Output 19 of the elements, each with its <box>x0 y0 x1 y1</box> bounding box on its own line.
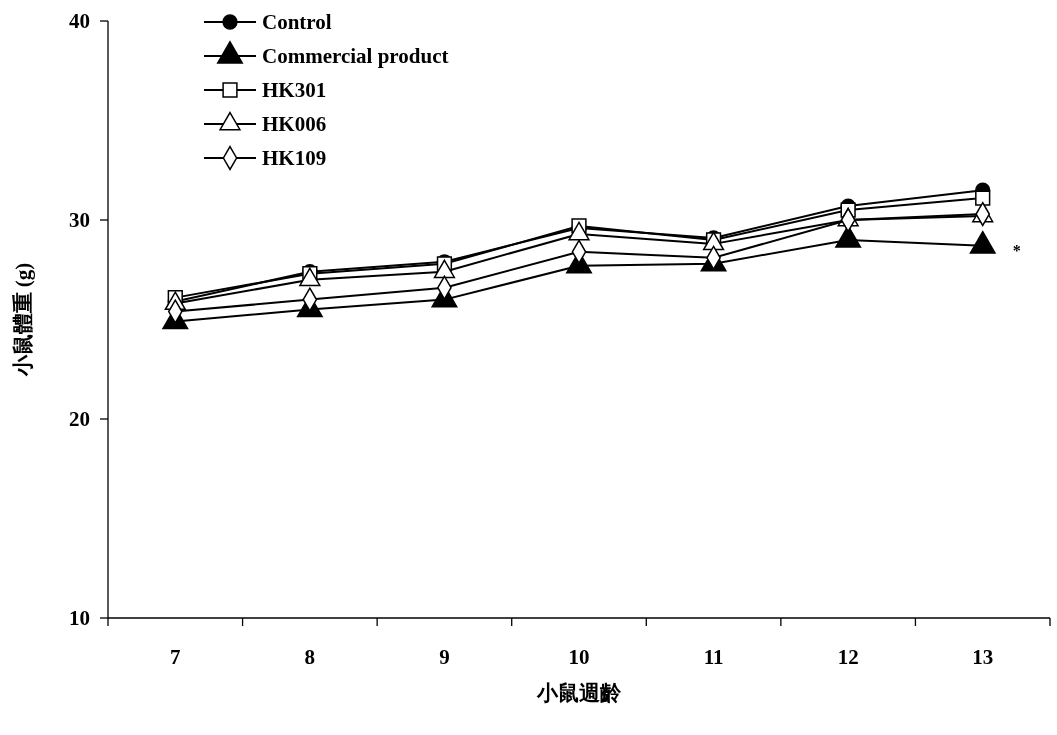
x-tick-label: 9 <box>439 645 450 669</box>
x-tick-label: 8 <box>304 645 316 669</box>
x-axis-title: 小鼠週齡 <box>536 681 622 705</box>
legend-label: HK006 <box>262 112 327 137</box>
annotation: * <box>1012 241 1021 259</box>
x-tick-label: 11 <box>703 645 724 669</box>
x-tick-label: 10 <box>568 645 590 669</box>
legend-label: Commercial product <box>262 44 449 69</box>
y-tick-label: 20 <box>69 407 90 432</box>
y-tick-label: 40 <box>69 9 90 34</box>
legend-label: Control <box>262 10 332 35</box>
y-tick-label: 10 <box>69 606 90 631</box>
legend-label: HK301 <box>262 78 327 103</box>
legend-label: HK109 <box>262 146 327 171</box>
y-axis-title: 小鼠體重 (g) <box>11 262 35 378</box>
x-tick-label: 13 <box>972 645 994 669</box>
y-tick-label: 30 <box>69 208 90 233</box>
x-tick-label: 7 <box>170 645 181 669</box>
x-tick-label: 12 <box>837 645 859 669</box>
